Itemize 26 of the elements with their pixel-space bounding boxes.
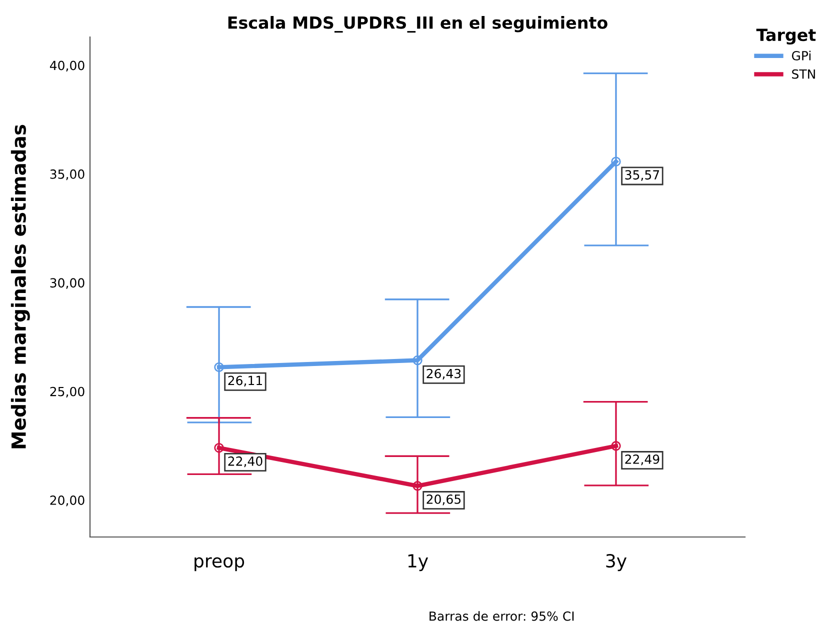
point [611, 441, 621, 451]
chart-title: Escala MDS_UPDRS_III en el seguimiento [228, 16, 608, 33]
legend-label: GPi [792, 50, 810, 60]
data-label: 22,49 [625, 454, 660, 466]
data-label: 26,43 [426, 368, 461, 380]
y-tick-label: 40,00 [50, 60, 84, 72]
point [412, 355, 422, 366]
data-label: 20,65 [426, 494, 461, 506]
point [611, 156, 621, 166]
data-label: 35,57 [625, 170, 660, 181]
x-tick-label: 3y [606, 554, 627, 572]
x-tick-label: preop [194, 557, 244, 572]
y-tick-label: 30,00 [50, 278, 84, 289]
y-tick-label: 35,00 [50, 169, 84, 180]
data-label: 26,11 [228, 376, 262, 386]
legend-title: Target [756, 28, 816, 45]
text: Barras de error: 95% CI [430, 611, 574, 621]
y-tick-label: 25,00 [50, 386, 84, 398]
point [214, 443, 224, 453]
legend-label: STN [792, 69, 815, 79]
y-axis-title: Medias marginales estimadas [10, 124, 30, 448]
x-tick-label: 1y [408, 554, 428, 572]
data-label: 22,40 [228, 456, 262, 468]
point [412, 481, 422, 491]
y-tick-label: 20,00 [50, 496, 84, 506]
point [214, 362, 224, 372]
